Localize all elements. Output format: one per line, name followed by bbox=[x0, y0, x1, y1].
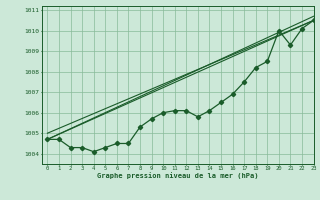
X-axis label: Graphe pression niveau de la mer (hPa): Graphe pression niveau de la mer (hPa) bbox=[97, 172, 258, 179]
